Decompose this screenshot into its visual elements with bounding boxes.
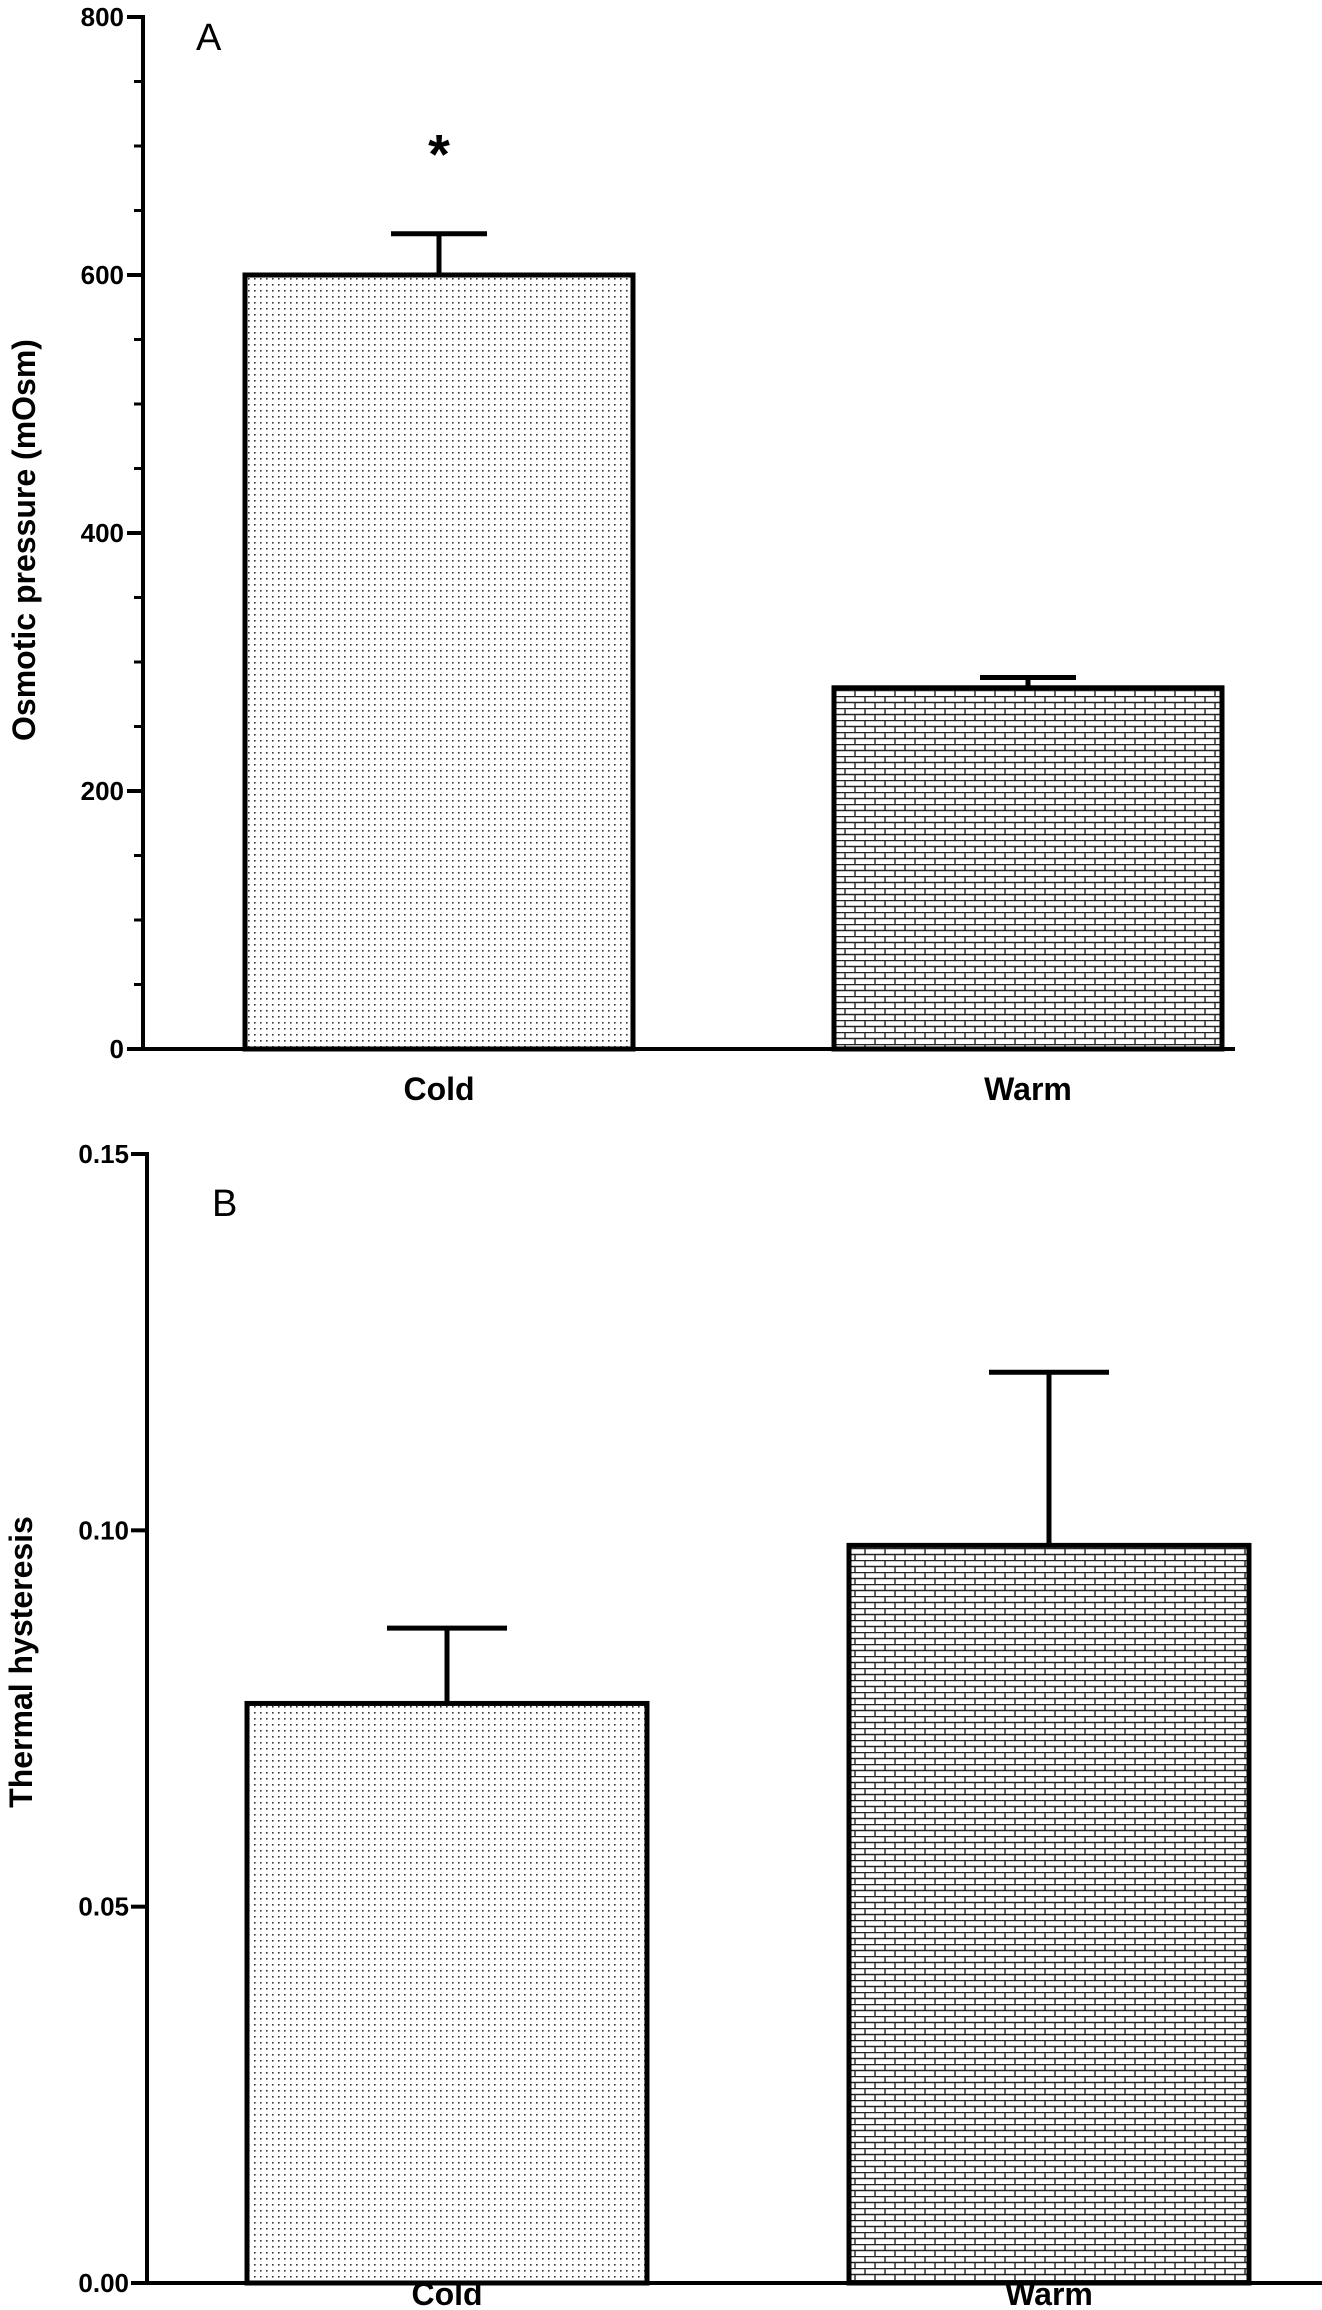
panel-a-y-tick-label: 0 (110, 1034, 124, 1064)
panel-a-y-axis-title: Osmotic pressure (mOsm) (6, 339, 42, 741)
panel-a-y-tick-label: 800 (81, 2, 124, 32)
panel-b-x-tick-label: Warm (1005, 2276, 1093, 2310)
panel-b-plot-area: 0.00 0.05 0.10 0.15 Cold Warm (78, 1139, 1322, 2310)
panel-a-letter: A (196, 17, 222, 59)
panel-b-y-tick-label: 0.15 (78, 1139, 129, 1169)
panel-a-x-tick-label: Warm (984, 1071, 1072, 1107)
panel-b-y-tick-label: 0.10 (78, 1515, 129, 1545)
panel-a-bar-warm (831, 685, 1225, 1052)
panel-b-letter: B (212, 1183, 237, 1225)
panel-a-significance-marker: * (428, 123, 450, 186)
panel-b-x-tick-label: Cold (411, 2276, 482, 2310)
panel-b-bar-warm (846, 1542, 1252, 2286)
panel-b-y-tick-label: 0.05 (78, 1892, 129, 1922)
panel-a-y-tick-label: 400 (81, 518, 124, 548)
panel-b-bar-cold (244, 1700, 650, 2286)
panel-a-y-tick-label: 600 (81, 260, 124, 290)
panel-b-y-axis-title: Thermal hysteresis (3, 1516, 39, 1808)
panel-b-y-tick-label: 0.00 (78, 2268, 129, 2298)
panel-a: A Osmotic pressure (mOsm) 0 200 400 600 800 C… (6, 2, 1235, 1107)
panel-a-x-tick-label: Cold (403, 1071, 474, 1107)
panel-a-y-tick-label: 200 (81, 776, 124, 806)
panel-a-plot-area: 0 200 400 600 800 Cold * Warm (81, 2, 1235, 1107)
panel-a-bar-cold (242, 272, 636, 1052)
panel-b: B Thermal hysteresis 0.00 0.05 0.10 0.15 Col… (3, 1139, 1322, 2310)
